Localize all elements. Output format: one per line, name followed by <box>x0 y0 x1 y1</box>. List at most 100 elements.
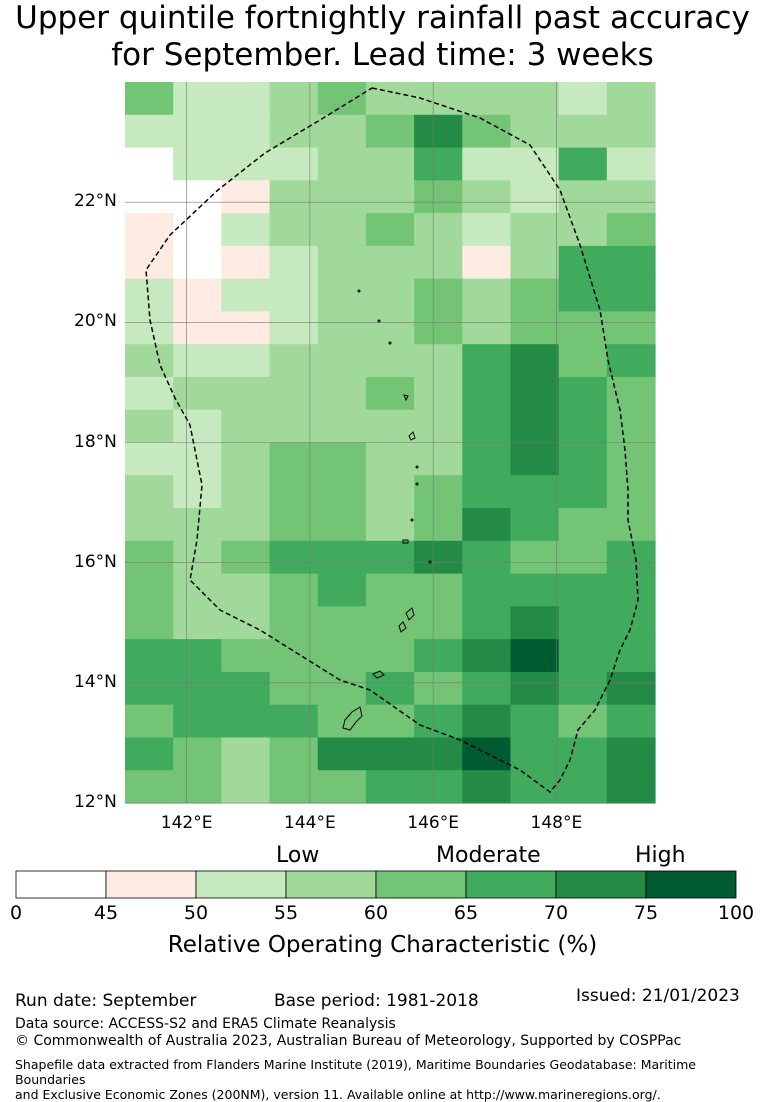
grid-cell <box>414 213 463 247</box>
grid-cell <box>510 245 560 280</box>
grid-cell <box>462 82 512 116</box>
grid-cell <box>462 475 512 509</box>
island-dot-6 <box>410 518 414 522</box>
grid-cell <box>221 573 271 607</box>
grid-cell <box>606 180 656 214</box>
grid-cell <box>125 606 174 640</box>
grid-cell <box>125 639 174 673</box>
grid-cell <box>173 540 222 575</box>
grid-cell <box>269 409 319 444</box>
grid-cell <box>221 114 271 149</box>
grid-cell <box>510 442 560 476</box>
grid-cell <box>317 573 367 607</box>
colorbar-bin <box>465 870 557 899</box>
grid-cell <box>317 704 367 739</box>
grid-cell <box>462 639 512 673</box>
grid-cell <box>606 311 656 345</box>
grid-cell <box>365 147 415 181</box>
grid-cell <box>365 737 415 771</box>
grid-cell <box>173 639 222 673</box>
colorbar-bin <box>195 870 287 899</box>
grid-cell <box>173 376 222 411</box>
grid-cell <box>317 737 367 771</box>
grid-cell <box>606 442 656 476</box>
grid-cell <box>269 147 319 181</box>
grid-cell <box>221 409 271 444</box>
grid-cell <box>510 475 560 509</box>
grid-cell <box>269 82 319 116</box>
grid-cell <box>510 671 560 706</box>
grid-cell <box>606 573 656 607</box>
grid-cell <box>173 114 222 149</box>
grid-cell <box>269 344 319 378</box>
grid-cell <box>269 278 319 313</box>
grid-cell <box>317 180 367 214</box>
grid-cell <box>221 344 271 378</box>
island-pagan <box>408 431 416 441</box>
lat-tick-label: 18°N <box>74 431 117 452</box>
grid-cell <box>173 606 222 640</box>
map-title: Upper quintile fortnightly rainfall past… <box>0 0 765 74</box>
grid-cell <box>269 540 319 575</box>
category-high: High <box>635 843 686 868</box>
grid-cell <box>221 376 271 411</box>
island-dot-5 <box>415 482 419 486</box>
grid-cell <box>173 82 222 116</box>
grid-cell <box>365 475 415 509</box>
grid-cell <box>414 245 463 280</box>
grid-cell <box>462 409 512 444</box>
grid-cell <box>414 147 463 181</box>
island-anatahan <box>402 539 409 544</box>
issued-date: Issued: 21/01/2023 <box>576 986 740 1006</box>
grid-cell <box>510 114 560 149</box>
island-saipan <box>405 607 415 621</box>
grid-cell <box>462 376 512 411</box>
grid-cell <box>365 770 415 804</box>
grid-cell <box>414 442 463 476</box>
grid-cell <box>414 114 463 149</box>
grid-cell <box>558 82 608 116</box>
grid-cell <box>510 213 560 247</box>
grid-cell <box>462 704 512 739</box>
grid-cell <box>125 475 174 509</box>
grid-cell <box>414 573 463 607</box>
grid-cell <box>558 573 608 607</box>
grid-cell <box>414 704 463 739</box>
grid-cell <box>317 344 367 378</box>
grid-cells <box>125 82 656 804</box>
grid-cell <box>221 245 271 280</box>
grid-cell <box>365 82 415 116</box>
grid-cell <box>558 180 608 214</box>
base-period: Base period: 1981-2018 <box>274 991 479 1011</box>
grid-cell <box>269 737 319 771</box>
grid-cell <box>221 213 271 247</box>
grid-cell <box>414 311 463 345</box>
grid-cell <box>462 278 512 313</box>
grid-cell <box>606 540 656 575</box>
lon-tick-label: 144°E <box>284 813 336 833</box>
grid-cell <box>462 770 512 804</box>
grid-cell <box>365 344 415 378</box>
grid-cell <box>317 114 367 149</box>
grid-cell <box>558 671 608 706</box>
island-dot-3 <box>388 341 392 345</box>
grid-cell <box>510 409 560 444</box>
grid-cell <box>221 475 271 509</box>
grid-cell <box>173 704 222 739</box>
grid-cell <box>606 245 656 280</box>
grid-cell <box>317 147 367 181</box>
grid-cell <box>510 704 560 739</box>
grid-cell <box>365 311 415 345</box>
grid-cell <box>221 442 271 476</box>
grid-cell <box>462 573 512 607</box>
grid-cell <box>173 278 222 313</box>
grid-cell <box>510 606 560 640</box>
grid-cell <box>365 245 415 280</box>
grid-cell <box>558 245 608 280</box>
title-line-2: for September. Lead time: 3 weeks <box>111 37 654 73</box>
grid-cell <box>365 671 415 706</box>
grid-cell <box>365 704 415 739</box>
lon-tick-label: 148°E <box>530 813 583 833</box>
grid-cell <box>173 344 222 378</box>
grid-cell <box>125 147 174 181</box>
